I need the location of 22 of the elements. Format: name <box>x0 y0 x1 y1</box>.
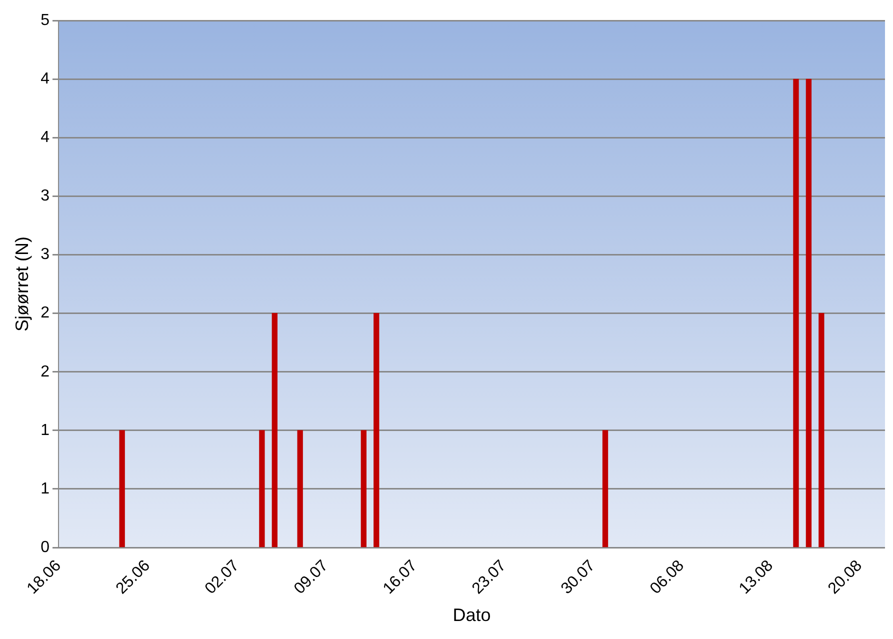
bar <box>793 78 799 548</box>
y-tick-label: 2 <box>40 304 50 322</box>
bar <box>818 313 824 548</box>
x-axis-title: Dato <box>452 605 491 626</box>
bar <box>360 430 366 548</box>
y-tick-label: 5 <box>40 12 50 30</box>
bar <box>119 430 125 548</box>
bar <box>602 430 608 548</box>
y-tick-label: 4 <box>40 129 50 146</box>
y-tick-label: 4 <box>40 70 50 88</box>
y-tick-label: 2 <box>40 363 50 380</box>
bar <box>806 78 812 548</box>
y-tick-label: 1 <box>40 422 50 439</box>
bar <box>297 430 303 548</box>
y-tick-label: 0 <box>40 538 50 556</box>
y-tick-label: 3 <box>40 246 50 264</box>
bar <box>259 430 265 548</box>
y-tick-label: 1 <box>40 480 50 498</box>
y-tick-label: 3 <box>40 188 50 205</box>
y-axis-title: Sjøørret (N) <box>12 236 32 332</box>
bar <box>272 313 278 548</box>
bar <box>374 313 380 548</box>
